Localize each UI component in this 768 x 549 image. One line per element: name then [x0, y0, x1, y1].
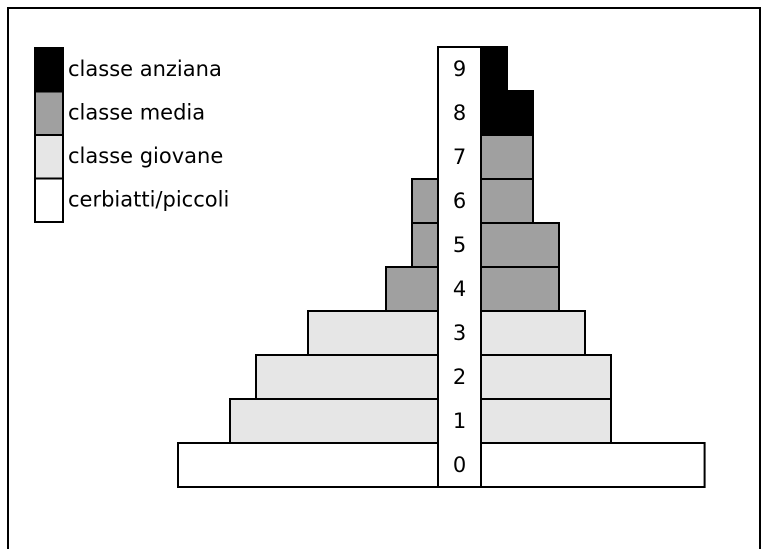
- bar-right: [480, 398, 612, 444]
- center-column: [437, 46, 482, 488]
- age-label: 7: [453, 145, 466, 169]
- age-label: 8: [453, 101, 466, 125]
- bar-left: [411, 222, 439, 268]
- bar-left: [385, 266, 439, 312]
- bar-left: [307, 310, 439, 356]
- bar-right: [480, 46, 508, 92]
- bar-right: [480, 222, 560, 268]
- legend-label: classe anziana: [68, 57, 222, 81]
- bar-right: [480, 266, 560, 312]
- legend-label: classe giovane: [68, 144, 223, 168]
- age-label: 0: [453, 453, 466, 477]
- legend-swatch: [34, 47, 64, 93]
- bar-right: [480, 354, 612, 400]
- bar-right: [480, 310, 586, 356]
- legend-label: cerbiatti/piccoli: [68, 188, 229, 212]
- bar-left: [255, 354, 439, 400]
- legend-swatch: [34, 177, 64, 223]
- bar-left: [229, 398, 439, 444]
- legend-swatch: [34, 90, 64, 136]
- legend-label: classe media: [68, 101, 205, 125]
- age-label: 1: [453, 409, 466, 433]
- age-label: 4: [453, 277, 466, 301]
- age-label: 9: [453, 57, 466, 81]
- bar-left: [411, 178, 439, 224]
- bar-right: [480, 134, 534, 180]
- legend-swatch: [34, 134, 64, 180]
- bar-left: [177, 442, 439, 488]
- age-label: 5: [453, 233, 466, 257]
- age-label: 3: [453, 321, 466, 345]
- bar-right: [480, 90, 534, 136]
- bar-right: [480, 178, 534, 224]
- age-label: 6: [453, 189, 466, 213]
- age-label: 2: [453, 365, 466, 389]
- bar-right: [480, 442, 706, 488]
